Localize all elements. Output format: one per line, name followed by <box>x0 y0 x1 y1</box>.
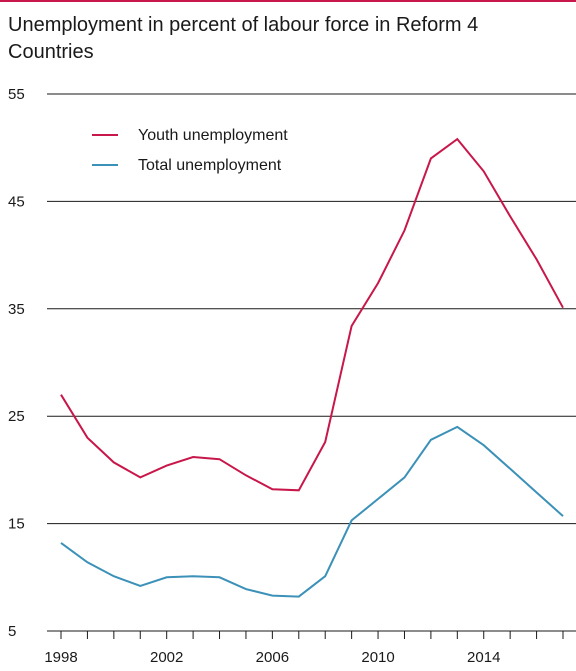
x-tick-label-2002: 2002 <box>150 649 183 666</box>
x-tick-label-1998: 1998 <box>44 649 77 666</box>
chart-title: Unemployment in percent of labour force … <box>8 14 479 63</box>
x-tick-label-2006: 2006 <box>256 649 289 666</box>
series-line-youth-unemployment <box>60 137 564 492</box>
x-tick-label-2010: 2010 <box>361 649 394 666</box>
legend-label-0: Youth unemployment <box>138 127 288 144</box>
series-line-total-unemployment <box>60 425 564 598</box>
y-tick-label-55: 55 <box>8 86 25 103</box>
top-accent-rule <box>0 0 576 2</box>
y-tick-label-15: 15 <box>8 516 25 533</box>
x-tick-label-2014: 2014 <box>467 649 500 666</box>
y-tick-label-45: 45 <box>8 193 25 210</box>
y-tick-label-25: 25 <box>8 408 25 425</box>
y-tick-label-35: 35 <box>8 301 25 318</box>
legend-label-1: Total unemployment <box>138 157 282 174</box>
y-tick-label-5: 5 <box>8 623 16 640</box>
